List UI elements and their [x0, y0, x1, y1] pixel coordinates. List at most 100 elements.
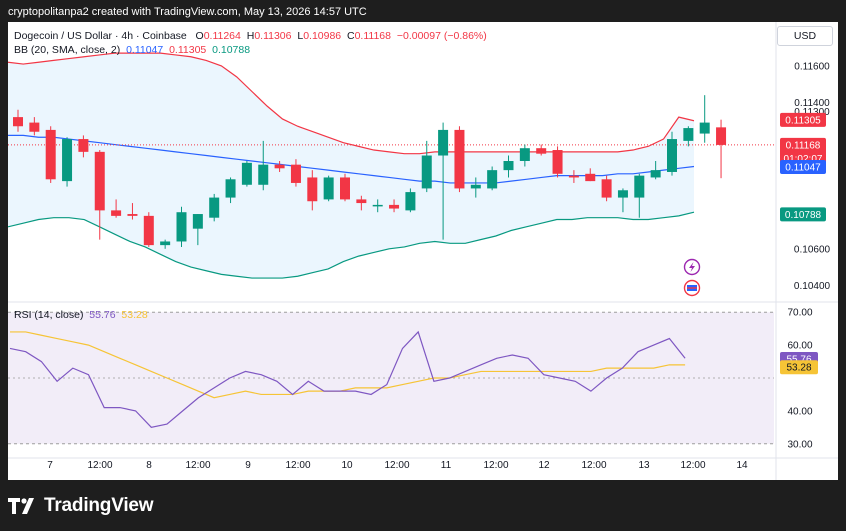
time-tick-label: 12:00 — [185, 460, 210, 471]
time-tick-label: 8 — [146, 460, 152, 471]
rsi-ma-tag-bg — [780, 360, 818, 375]
high-value: 0.11306 — [254, 30, 292, 42]
close-label: C — [347, 30, 355, 42]
candle-body — [454, 129, 465, 189]
candle-body — [274, 164, 285, 169]
candle-body — [683, 128, 694, 141]
price-tick-label: 0.10600 — [794, 244, 831, 255]
candle-body — [519, 148, 530, 161]
time-tick-label: 12:00 — [384, 460, 409, 471]
rsi-ma-value: 53.28 — [121, 309, 148, 321]
time-tick-label: 9 — [245, 460, 251, 471]
candle-body — [78, 139, 89, 152]
time-tick-label: 12:00 — [87, 460, 112, 471]
bb-legend: BB (20, SMA, close, 2) 0.11047 0.11305 0… — [14, 44, 250, 56]
time-tick-label: 12 — [538, 460, 550, 471]
candle-body — [290, 164, 301, 183]
last-price-tag-text: 0.11168 — [786, 140, 821, 151]
low-label: L — [297, 30, 304, 42]
candle-body — [421, 155, 432, 189]
candle-body — [29, 122, 40, 132]
candle-body — [601, 179, 612, 198]
rsi-label: RSI (14, close) — [14, 309, 84, 321]
bb-lower-tag-bg — [780, 207, 826, 222]
brand-name: TradingView — [44, 495, 154, 516]
candle-body — [470, 184, 481, 189]
candle-body — [389, 204, 400, 209]
bb-upper-value: 0.11305 — [169, 44, 207, 56]
candle-body — [111, 210, 122, 216]
candle-body — [209, 197, 220, 218]
bb-upper-tag-text: 0.11305 — [785, 115, 821, 126]
candle-body — [176, 212, 187, 242]
symbol-name: Dogecoin / US Dollar · 4h · Coinbase — [14, 30, 187, 42]
price-tick-label: 0.11300 — [794, 107, 830, 118]
candle-body — [192, 214, 203, 229]
candle-body — [552, 150, 563, 174]
candle-body — [225, 179, 236, 198]
candle-body — [568, 175, 579, 178]
candle-body — [617, 190, 628, 198]
rsi-tick-label: 70.00 — [787, 308, 812, 319]
candle-body — [372, 204, 383, 207]
candle-body — [160, 241, 171, 246]
attribution-text: cryptopolitanpa2 created with TradingVie… — [8, 6, 367, 18]
candle-body — [143, 215, 154, 246]
last-price-tag-bg — [780, 137, 826, 166]
rsi-value: 55.76 — [89, 309, 116, 321]
candle-body — [487, 170, 498, 189]
open-value: 0.11264 — [203, 30, 241, 42]
high-label: H — [246, 30, 255, 42]
rsi-tick-label: 60.00 — [787, 341, 812, 352]
currency-button[interactable]: USD — [777, 26, 833, 46]
candle-body — [634, 175, 645, 198]
candle-body — [405, 192, 416, 211]
time-tick-label: 11 — [441, 460, 452, 471]
price-tick-label: 0.11400 — [794, 98, 830, 109]
candle-body — [13, 117, 23, 127]
rsi-band-fill — [8, 312, 774, 444]
open-label: O — [195, 30, 204, 42]
candle-body — [438, 129, 449, 156]
rsi-value-tag-text: 55.76 — [786, 355, 811, 366]
flash-glyph — [689, 262, 695, 272]
candle-body — [127, 214, 138, 216]
bb-band-fill — [8, 53, 694, 279]
change-value: −0.00097 (−0.86%) — [396, 30, 487, 42]
time-tick-label: 13 — [638, 460, 650, 471]
candle-body — [340, 177, 350, 200]
rsi-ma-tag-text: 53.28 — [786, 363, 811, 374]
candle-body — [45, 129, 56, 180]
rsi-tick-label: 30.00 — [787, 439, 812, 450]
candle-body — [62, 139, 73, 182]
candle-body — [585, 173, 596, 182]
rsi-ma-line — [10, 331, 686, 399]
candle-body — [536, 148, 547, 154]
last-price-tag-countdown: 01:02:07 — [784, 154, 823, 165]
candle-body — [699, 122, 710, 134]
candle-body — [716, 127, 727, 145]
bb-label: BB (20, SMA, close, 2) — [14, 44, 121, 56]
chart-panel[interactable]: 0.11600 0.11400 0.11300 0.10600 0.10400 0.113… — [8, 22, 838, 480]
candle-body — [650, 170, 661, 178]
candle-body — [94, 151, 105, 211]
rsi-legend: RSI (14, close) 55.76 53.28 — [14, 309, 148, 321]
time-tick-label: 12:00 — [581, 460, 606, 471]
candle-body — [503, 161, 514, 171]
bb-basis-tag-text: 0.11047 — [785, 163, 821, 174]
rsi-tick-label: 40.00 — [787, 406, 812, 417]
tradingview-logo-icon — [8, 498, 34, 514]
bb-lower-line — [8, 211, 695, 279]
bb-lower-tag-text: 0.10788 — [785, 210, 822, 221]
candle-body — [323, 177, 334, 200]
time-tick-label: 12:00 — [680, 460, 705, 471]
symbol-legend: Dogecoin / US Dollar · 4h · Coinbase O0.… — [14, 30, 487, 42]
low-value: 0.10986 — [303, 30, 342, 42]
candle-body — [258, 164, 269, 185]
time-tick-label: 7 — [47, 460, 53, 471]
time-tick-label: 10 — [341, 460, 353, 471]
candle-body — [667, 139, 677, 172]
price-tick-label: 0.10400 — [794, 281, 831, 292]
